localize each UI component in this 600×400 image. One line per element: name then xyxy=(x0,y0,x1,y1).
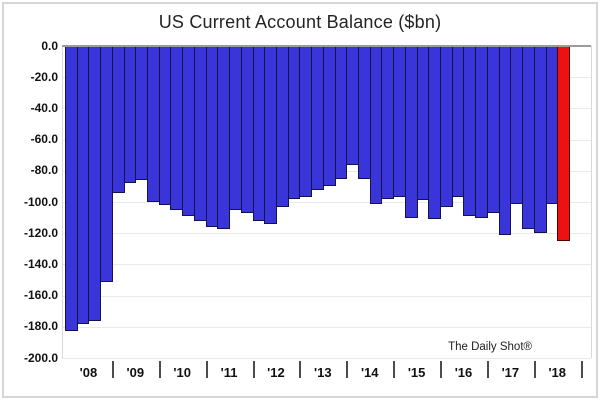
gridline xyxy=(62,326,591,328)
x-axis-tick xyxy=(252,361,255,378)
x-axis-tick xyxy=(158,361,161,378)
x-axis-tick xyxy=(533,361,536,378)
y-tick-label: -180.0 xyxy=(23,319,58,334)
gridline xyxy=(62,358,591,359)
chart-title: US Current Account Balance ($bn) xyxy=(158,12,442,32)
y-tick-label: -40.0 xyxy=(30,100,58,115)
x-year-label: '12 xyxy=(267,365,285,380)
y-tick-label: -100.0 xyxy=(23,194,58,209)
x-year-label: '17 xyxy=(501,365,520,380)
x-year-label: '16 xyxy=(454,365,473,380)
x-year-label: '13 xyxy=(314,365,332,380)
x-year-label: '08 xyxy=(79,365,98,380)
x-axis-tick xyxy=(111,361,114,378)
x-year-label: '15 xyxy=(407,365,426,380)
x-axis-tick xyxy=(486,361,489,378)
y-tick-label: -60.0 xyxy=(30,132,58,147)
y-tick-label: -80.0 xyxy=(30,163,58,178)
left-spine xyxy=(62,46,63,358)
y-tick-label: -120.0 xyxy=(23,225,58,240)
zero-axis-line xyxy=(62,45,591,47)
x-year-label: '14 xyxy=(360,365,379,380)
y-tick-label: -160.0 xyxy=(23,288,58,303)
right-spine xyxy=(591,46,592,358)
x-year-label: '10 xyxy=(173,365,191,380)
gridline xyxy=(62,264,591,266)
x-year-label: '18 xyxy=(548,365,567,380)
y-tick-label: -200.0 xyxy=(23,350,58,365)
gridline xyxy=(62,202,591,203)
x-axis-tick xyxy=(440,361,443,378)
x-axis-tick xyxy=(346,361,349,378)
x-year-label: '11 xyxy=(220,365,238,380)
watermark: The Daily Shot® xyxy=(448,341,532,353)
x-axis-tick xyxy=(299,361,302,378)
x-year-label: '09 xyxy=(126,365,145,380)
x-axis-tick xyxy=(393,361,396,378)
bar-2018-q3 xyxy=(557,46,570,241)
x-axis-tick xyxy=(205,361,208,378)
y-tick-label: -20.0 xyxy=(30,69,58,84)
gridline xyxy=(62,295,591,297)
y-tick-label: 0.0 xyxy=(41,38,58,53)
gridline xyxy=(62,233,591,235)
x-axis-tick xyxy=(580,361,583,378)
y-tick-label: -140.0 xyxy=(23,256,58,271)
